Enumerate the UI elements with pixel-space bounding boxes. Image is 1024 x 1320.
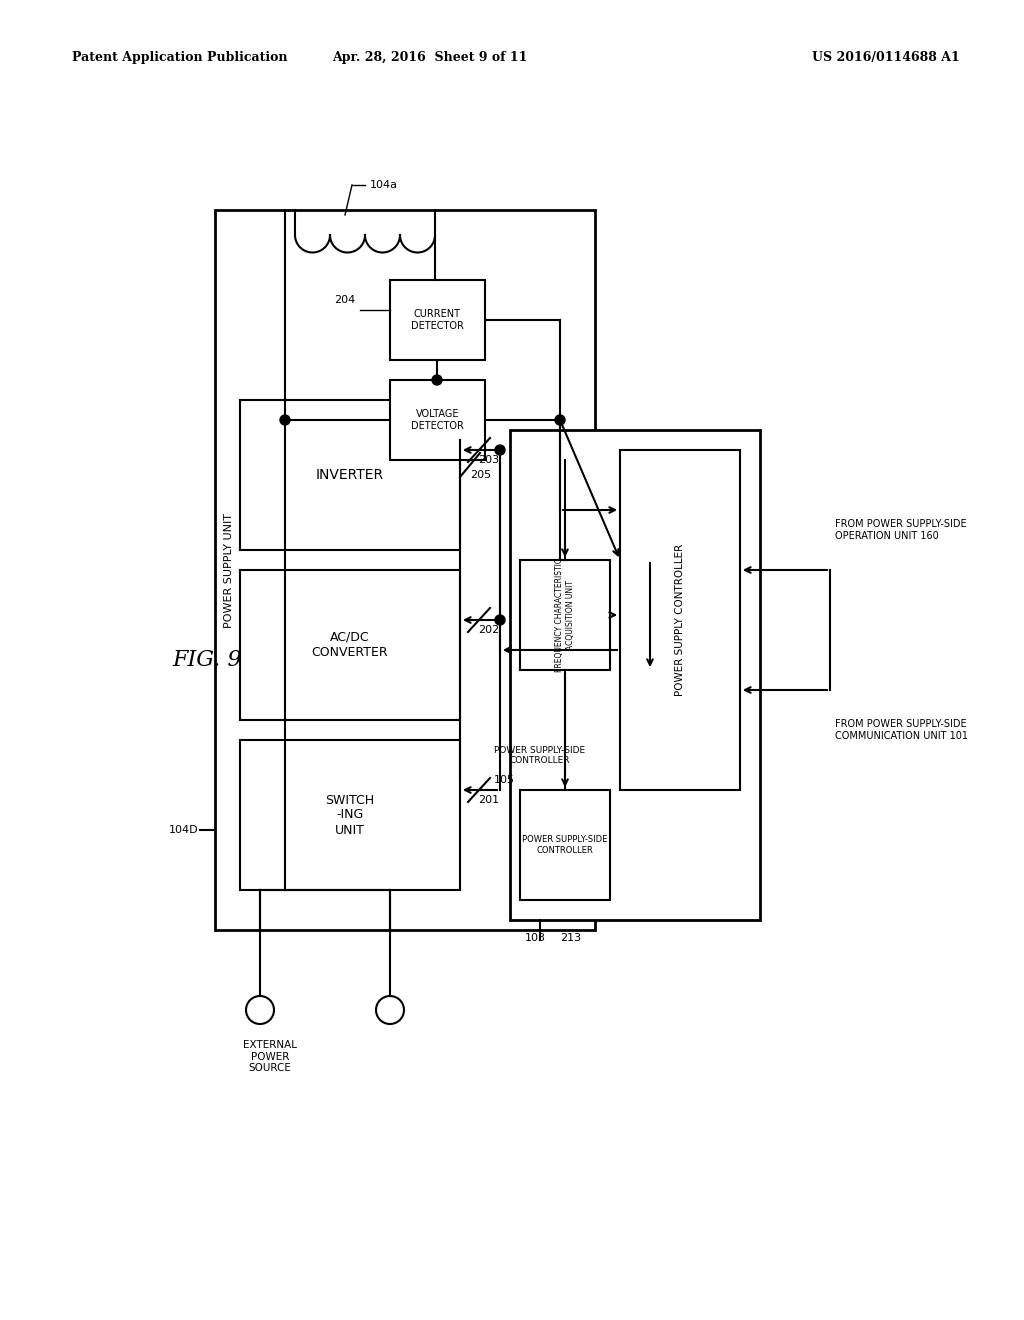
Text: 104a: 104a xyxy=(370,180,398,190)
Text: INVERTER: INVERTER xyxy=(316,469,384,482)
Circle shape xyxy=(280,414,290,425)
Text: Apr. 28, 2016  Sheet 9 of 11: Apr. 28, 2016 Sheet 9 of 11 xyxy=(333,51,527,65)
Text: FROM POWER SUPPLY-SIDE
COMMUNICATION UNIT 101: FROM POWER SUPPLY-SIDE COMMUNICATION UNI… xyxy=(835,719,968,741)
Text: 104D: 104D xyxy=(168,825,198,836)
Bar xyxy=(520,560,610,671)
Text: Patent Application Publication: Patent Application Publication xyxy=(72,51,288,65)
Bar xyxy=(240,570,460,719)
Text: AC/DC
CONVERTER: AC/DC CONVERTER xyxy=(311,631,388,659)
Text: SWITCH
-ING
UNIT: SWITCH -ING UNIT xyxy=(326,793,375,837)
Text: 203: 203 xyxy=(478,455,499,465)
Text: POWER SUPPLY CONTROLLER: POWER SUPPLY CONTROLLER xyxy=(675,544,685,696)
Text: 201: 201 xyxy=(478,795,499,805)
Bar xyxy=(240,400,460,550)
Circle shape xyxy=(555,414,565,425)
Text: POWER SUPPLY-SIDE
CONTROLLER: POWER SUPPLY-SIDE CONTROLLER xyxy=(495,746,586,766)
Bar xyxy=(215,210,595,931)
Circle shape xyxy=(376,997,404,1024)
Circle shape xyxy=(495,445,505,455)
Text: 103: 103 xyxy=(525,933,546,942)
Bar xyxy=(390,280,485,360)
Text: FREQUENCY CHARACTERISTIC
ACQUISITION UNIT: FREQUENCY CHARACTERISTIC ACQUISITION UNI… xyxy=(555,558,574,672)
Text: POWER SUPPLY-SIDE
CONTROLLER: POWER SUPPLY-SIDE CONTROLLER xyxy=(522,836,607,855)
Text: EXTERNAL
POWER
SOURCE: EXTERNAL POWER SOURCE xyxy=(243,1040,297,1073)
Text: 105: 105 xyxy=(494,775,515,785)
Circle shape xyxy=(495,615,505,624)
Bar xyxy=(510,430,760,920)
Text: 213: 213 xyxy=(560,933,582,942)
Text: CURRENT
DETECTOR: CURRENT DETECTOR xyxy=(411,309,464,331)
Bar xyxy=(620,450,740,789)
Text: FIG. 9: FIG. 9 xyxy=(172,649,242,671)
Text: US 2016/0114688 A1: US 2016/0114688 A1 xyxy=(812,51,961,65)
Circle shape xyxy=(246,997,274,1024)
Text: POWER SUPPLY UNIT: POWER SUPPLY UNIT xyxy=(224,512,234,627)
Circle shape xyxy=(432,375,442,385)
Text: FROM POWER SUPPLY-SIDE
OPERATION UNIT 160: FROM POWER SUPPLY-SIDE OPERATION UNIT 16… xyxy=(835,519,967,541)
Text: 205: 205 xyxy=(470,470,492,480)
Text: VOLTAGE
DETECTOR: VOLTAGE DETECTOR xyxy=(411,409,464,430)
Bar xyxy=(390,380,485,459)
Bar xyxy=(520,789,610,900)
Text: 202: 202 xyxy=(478,624,500,635)
Bar xyxy=(240,741,460,890)
Text: 204: 204 xyxy=(334,294,355,305)
